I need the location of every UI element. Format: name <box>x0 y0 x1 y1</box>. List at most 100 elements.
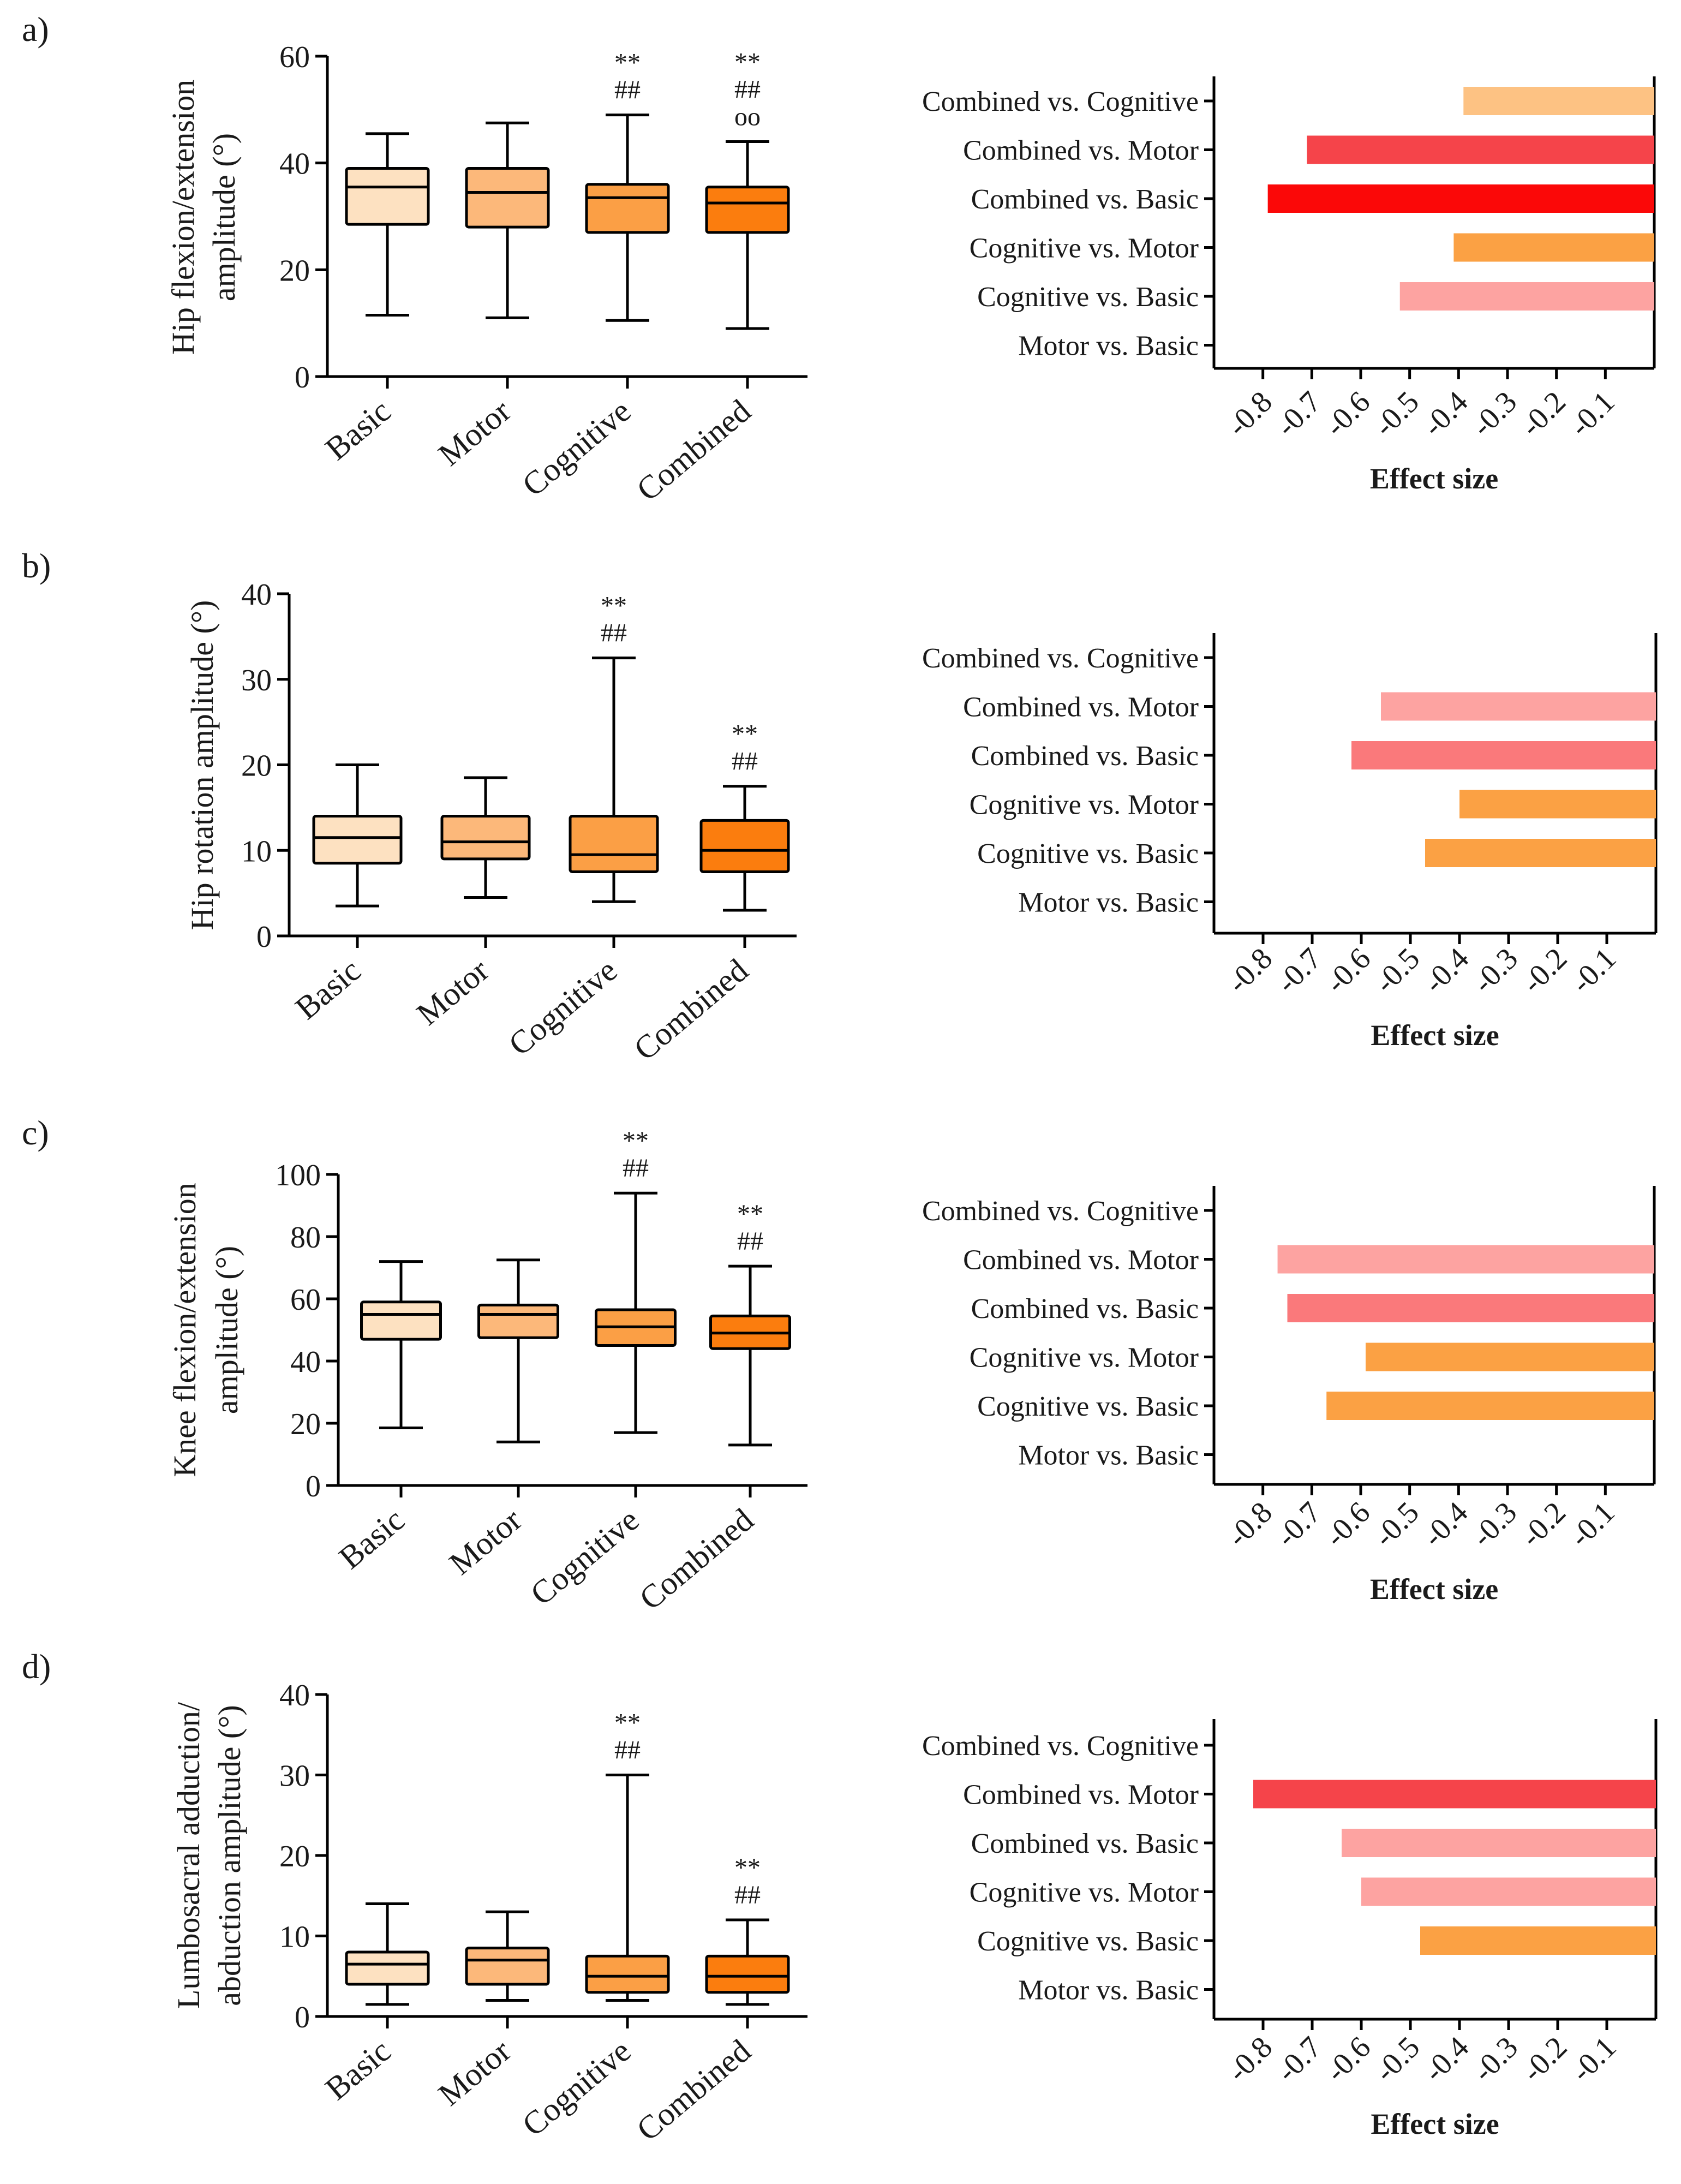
x-category-label: Motor <box>432 392 517 473</box>
es-x-tick-label: -0.7 <box>1270 941 1329 1000</box>
es-x-tick-label: -0.4 <box>1416 385 1475 443</box>
es-x-tick-label: -0.4 <box>1416 1495 1475 1554</box>
chart-7: Combined vs. Cognitive Combined vs. Motor… <box>922 1719 1658 2140</box>
box-motor: Motor <box>410 776 531 1032</box>
es-x-tick-label: -0.7 <box>1270 385 1328 443</box>
comparison-label: Combined vs. Motor <box>963 692 1199 723</box>
significance-mark: ** <box>623 1126 649 1155</box>
box-combined: Combined **## <box>630 1853 790 2148</box>
iqr-box <box>705 1954 790 1994</box>
es-x-tick-label: -0.1 <box>1563 1495 1622 1554</box>
effect-size-axis-label: Effect size <box>1370 462 1498 495</box>
comparison-label: Cognitive vs. Basic <box>977 838 1199 869</box>
chart-6: d) Lumbosacral adduction/abduction amplit… <box>22 1647 807 2148</box>
comparison-label: Combined vs. Motor <box>963 135 1199 166</box>
comparison-label: Combined vs. Basic <box>971 1828 1199 1859</box>
x-category-label: Combined <box>627 952 755 1067</box>
es-x-tick-label: -0.6 <box>1319 2030 1378 2088</box>
effect-size-bar <box>1277 1245 1654 1274</box>
y-axis-label: Hip rotation amplitude (°) <box>184 600 220 930</box>
chart-4: c) Knee flexion/extension amplitude (°) 0 20… <box>22 1113 807 1617</box>
es-x-tick-label: -0.3 <box>1467 2030 1525 2088</box>
comparison-label: Motor vs. Basic <box>1018 331 1199 362</box>
iqr-box <box>345 1950 430 1986</box>
effect-size-bar <box>1381 692 1656 721</box>
x-category-label: Basic <box>319 2032 398 2107</box>
effect-size-bar <box>1420 1926 1656 1955</box>
y-axis-label: Lumbosacral adduction/ <box>171 1702 206 2009</box>
y-tick-label: 10 <box>279 1920 310 1954</box>
comparison-label: Cognitive vs. Motor <box>970 1877 1199 1908</box>
comparison-label: Combined vs. Motor <box>963 1780 1199 1811</box>
es-x-tick-label: -0.6 <box>1319 1495 1377 1554</box>
iqr-box <box>312 815 403 865</box>
x-category-label: Basic <box>319 392 398 467</box>
effect-size-bar <box>1267 184 1654 213</box>
y-tick-label: 40 <box>290 1345 321 1379</box>
comparison-label: Cognitive vs. Motor <box>970 790 1199 821</box>
box-cognitive: Cognitive **## <box>524 1126 677 1612</box>
effect-size-axis-label: Effect size <box>1371 1019 1499 1052</box>
iqr-box <box>585 183 670 234</box>
box-motor: Motor <box>442 1258 559 1582</box>
comparison-label: Cognitive vs. Motor <box>970 1342 1199 1374</box>
iqr-box <box>705 186 790 234</box>
es-x-tick-label: -0.6 <box>1319 385 1377 443</box>
chart-0: a) Hip flexion/extension amplitude (°) 0 20 4… <box>22 10 807 508</box>
box-basic: Basic <box>289 763 403 1027</box>
es-x-tick-label: -0.4 <box>1417 2030 1476 2088</box>
es-x-tick-label: -0.5 <box>1367 385 1426 443</box>
panel-label: b) <box>22 546 51 585</box>
y-tick-label: 30 <box>279 1759 310 1793</box>
box-cognitive: Cognitive **## <box>516 1709 670 2143</box>
effect-size-bar <box>1351 741 1656 769</box>
panel-label: d) <box>22 1647 51 1686</box>
y-tick-label: 0 <box>295 2001 310 2034</box>
effect-size-bar <box>1365 1342 1654 1371</box>
significance-mark: ** <box>614 1709 641 1738</box>
y-tick-label: 0 <box>295 361 310 395</box>
effect-size-axis-label: Effect size <box>1371 2108 1499 2140</box>
comparison-label: Motor vs. Basic <box>1018 887 1199 918</box>
y-tick-label: 60 <box>290 1283 321 1317</box>
es-x-tick-label: -0.2 <box>1514 1495 1572 1554</box>
y-tick-label: 40 <box>279 1679 310 1712</box>
comparison-label: Combined vs. Basic <box>971 184 1199 215</box>
y-tick-label: 0 <box>306 1470 321 1503</box>
significance-mark: ## <box>737 1227 763 1256</box>
significance-mark: ** <box>734 48 761 77</box>
y-tick-label: 20 <box>241 749 272 783</box>
comparison-label: Combined vs. Motor <box>963 1245 1199 1276</box>
effect-size-bar <box>1253 1780 1656 1809</box>
x-category-label: Combined <box>632 1501 760 1616</box>
significance-mark: ## <box>734 75 761 104</box>
es-x-tick-label: -0.1 <box>1563 385 1622 443</box>
x-category-label: Cognitive <box>502 952 624 1063</box>
chart-5: Combined vs. Cognitive Combined vs. Motor… <box>922 1186 1656 1606</box>
box-combined: Combined **## <box>632 1200 791 1617</box>
es-x-tick-label: -0.8 <box>1221 1495 1279 1554</box>
es-x-tick-label: -0.5 <box>1367 1495 1426 1554</box>
comparison-label: Combined vs. Cognitive <box>922 1196 1199 1227</box>
box-motor: Motor <box>432 121 550 473</box>
box-motor: Motor <box>432 1910 550 2113</box>
significance-mark: ## <box>734 1881 761 1909</box>
iqr-box <box>569 815 659 873</box>
es-x-tick-label: -0.8 <box>1221 2030 1279 2088</box>
y-tick-label: 20 <box>279 1840 310 1873</box>
x-category-label: Combined <box>630 392 757 508</box>
effect-size-bar <box>1326 1392 1654 1420</box>
y-tick-label: 30 <box>241 664 272 697</box>
significance-mark: ** <box>614 49 641 77</box>
comparison-label: Motor vs. Basic <box>1018 1975 1199 2006</box>
x-category-label: Cognitive <box>524 1501 646 1612</box>
es-x-tick-label: -0.5 <box>1368 2030 1427 2088</box>
comparison-label: Cognitive vs. Basic <box>977 1926 1199 1957</box>
significance-mark: οο <box>734 103 761 132</box>
x-category-label: Motor <box>432 2032 517 2113</box>
es-x-tick-label: -0.8 <box>1221 385 1279 443</box>
es-x-tick-label: -0.2 <box>1516 941 1574 1000</box>
chart-1: Combined vs. Cognitive Combined vs. Motor… <box>922 76 1656 495</box>
y-tick-label: 80 <box>290 1221 321 1255</box>
iqr-box <box>465 166 550 229</box>
